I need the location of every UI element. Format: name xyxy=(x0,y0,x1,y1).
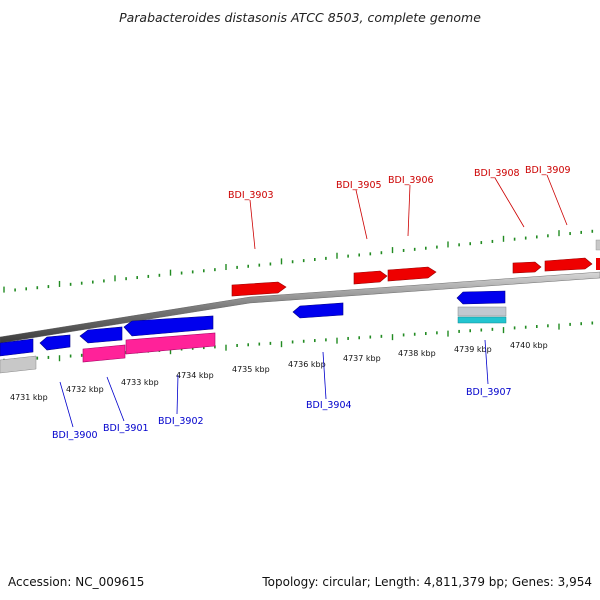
gene-feature-rna[interactable] xyxy=(82,344,126,363)
scale-label: 4737 kbp xyxy=(343,354,381,363)
accession-text: Accession: NC_009615 xyxy=(8,575,145,589)
outer-tick-track xyxy=(3,229,594,293)
scale-label: 4735 kbp xyxy=(232,365,270,374)
scale-labels: 4731 kbp 4732 kbp 4733 kbp 4734 kbp 4735… xyxy=(10,341,548,402)
gene-label-reverse[interactable]: BDI_3907 xyxy=(466,387,512,398)
gene-feature-forward[interactable] xyxy=(353,270,388,285)
scale-label: 4736 kbp xyxy=(288,360,326,369)
genome-title: Parabacteroides distasonis ATCC 8503, co… xyxy=(119,10,481,25)
gene-label-reverse[interactable]: BDI_3900 xyxy=(52,430,98,441)
genome-backbone xyxy=(0,271,600,344)
gene-feature-forward[interactable] xyxy=(544,257,593,272)
gene-feature-reverse[interactable] xyxy=(123,315,214,337)
gene-label-forward[interactable]: BDI_3903 xyxy=(228,190,274,201)
scale-label: 4733 kbp xyxy=(121,378,159,387)
gene-label-forward[interactable]: BDI_3909 xyxy=(525,165,571,176)
gene-feature-cyan[interactable] xyxy=(457,316,507,324)
gene-label-reverse[interactable]: BDI_3902 xyxy=(158,416,204,427)
gene-feature-forward[interactable] xyxy=(596,258,600,270)
gene-label-forward[interactable]: BDI_3906 xyxy=(388,175,434,186)
gene-label-reverse[interactable]: BDI_3904 xyxy=(306,400,352,411)
gene-feature-forward[interactable] xyxy=(387,266,437,282)
scale-label: 4739 kbp xyxy=(454,345,492,354)
reverse-leader-lines xyxy=(59,339,489,428)
gene-feature-forward[interactable] xyxy=(231,281,287,297)
gene-feature-rna[interactable] xyxy=(125,332,216,355)
gene-feature-reverse[interactable] xyxy=(79,326,123,344)
gene-feature-reverse[interactable] xyxy=(456,290,506,305)
scale-label: 4740 kbp xyxy=(510,341,548,350)
gene-label-forward[interactable]: BDI_3905 xyxy=(336,180,382,191)
scale-label: 4732 kbp xyxy=(66,385,104,394)
scale-label: 4734 kbp xyxy=(176,371,214,380)
gene-feature-reverse[interactable] xyxy=(39,334,71,351)
gene-feature-other[interactable] xyxy=(0,355,37,374)
gene-feature-other[interactable] xyxy=(595,239,600,251)
gene-feature-reverse[interactable] xyxy=(292,302,344,319)
gene-label-forward[interactable]: BDI_3908 xyxy=(474,168,520,179)
gene-feature-other[interactable] xyxy=(457,306,507,317)
scale-label: 4731 kbp xyxy=(10,393,48,402)
gene-feature-forward[interactable] xyxy=(512,261,542,274)
gene-feature-reverse[interactable] xyxy=(0,338,34,357)
genome-summary-text: Topology: circular; Length: 4,811,379 bp… xyxy=(262,575,592,589)
forward-leader-lines xyxy=(249,174,568,250)
scale-label: 4738 kbp xyxy=(398,349,436,358)
gene-label-reverse[interactable]: BDI_3901 xyxy=(103,423,149,434)
